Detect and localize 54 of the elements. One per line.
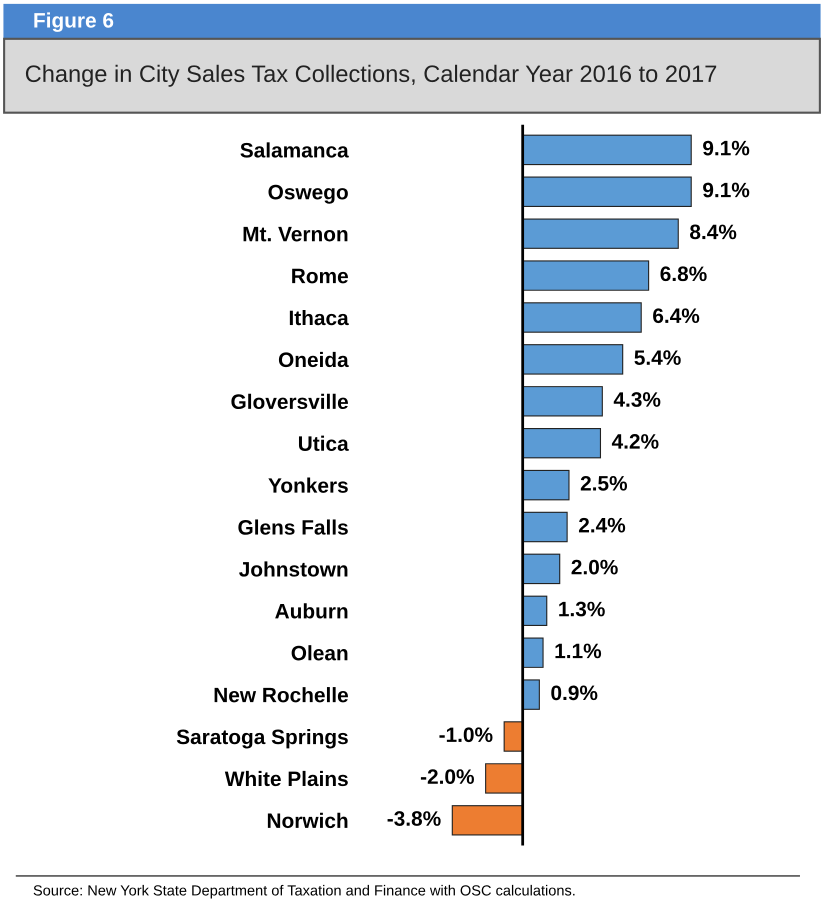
y-tick-label: Auburn: [275, 603, 348, 619]
bar: [522, 596, 548, 626]
data-label: 4.3%: [614, 392, 660, 407]
y-tick-label: Oneida: [278, 352, 349, 368]
y-tick-label: Saratoga Springs: [176, 728, 348, 748]
bar: [522, 218, 679, 249]
y-tick-label: Salamanca: [240, 142, 349, 158]
y-tick-label: Gloversville: [231, 394, 348, 410]
bar: [504, 721, 524, 752]
bar: [522, 470, 570, 500]
data-label: 5.4%: [634, 350, 681, 365]
y-tick-label: Glens Falls: [238, 519, 348, 535]
y-tick-label: Yonkers: [268, 478, 348, 493]
y-tick-label: Ithaca: [290, 310, 349, 326]
data-label: -1.0%: [439, 727, 492, 742]
y-tick-label: Utica: [298, 436, 349, 451]
source-note: Source: New York State Department of Taxation and Finance with OSC calculations.: [34, 884, 574, 898]
data-label: 9.1%: [703, 140, 750, 156]
data-label: -2.0%: [420, 769, 474, 784]
bar: [522, 637, 544, 668]
bar: [522, 302, 642, 333]
text: Figure 6: [34, 12, 114, 32]
data-label: 1.1%: [555, 644, 602, 658]
bar: [522, 176, 692, 208]
y-tick-label: New Rochelle: [214, 687, 348, 702]
y-tick-label: White Plains: [224, 770, 348, 786]
bar: [522, 428, 602, 458]
data-label: 6.4%: [653, 308, 700, 324]
bar: [522, 554, 560, 584]
bar: [522, 512, 568, 542]
bar: [522, 260, 650, 291]
data-label: 2.0%: [572, 560, 618, 574]
y-tick-label: Johnstown: [239, 561, 348, 577]
data-label: 0.9%: [551, 685, 598, 700]
y-tick-label: Rome: [292, 268, 348, 284]
bar: [522, 134, 692, 166]
bar: [452, 805, 524, 836]
data-label: 9.1%: [703, 182, 750, 198]
data-label: 6.8%: [660, 266, 707, 282]
data-label: 2.4%: [578, 518, 626, 533]
data-label: 4.2%: [612, 434, 659, 449]
data-label: 2.5%: [580, 476, 628, 491]
bar: [522, 679, 540, 710]
y-tick-label: Norwich: [268, 812, 348, 828]
y-tick-label: Oswego: [268, 184, 348, 204]
bar: [522, 344, 624, 375]
data-label: 1.3%: [559, 602, 605, 616]
data-label: -3.8%: [388, 811, 441, 826]
bar: [522, 386, 603, 417]
data-label: 8.4%: [690, 224, 736, 240]
y-tick-label: Mt. Vernon: [244, 226, 348, 242]
y-tick-label: Olean: [292, 645, 348, 660]
bar: [485, 763, 524, 794]
chart-subtitle: Change in City Sales Tax Collections, Calendar Year 2016 to 2017: [26, 64, 716, 87]
